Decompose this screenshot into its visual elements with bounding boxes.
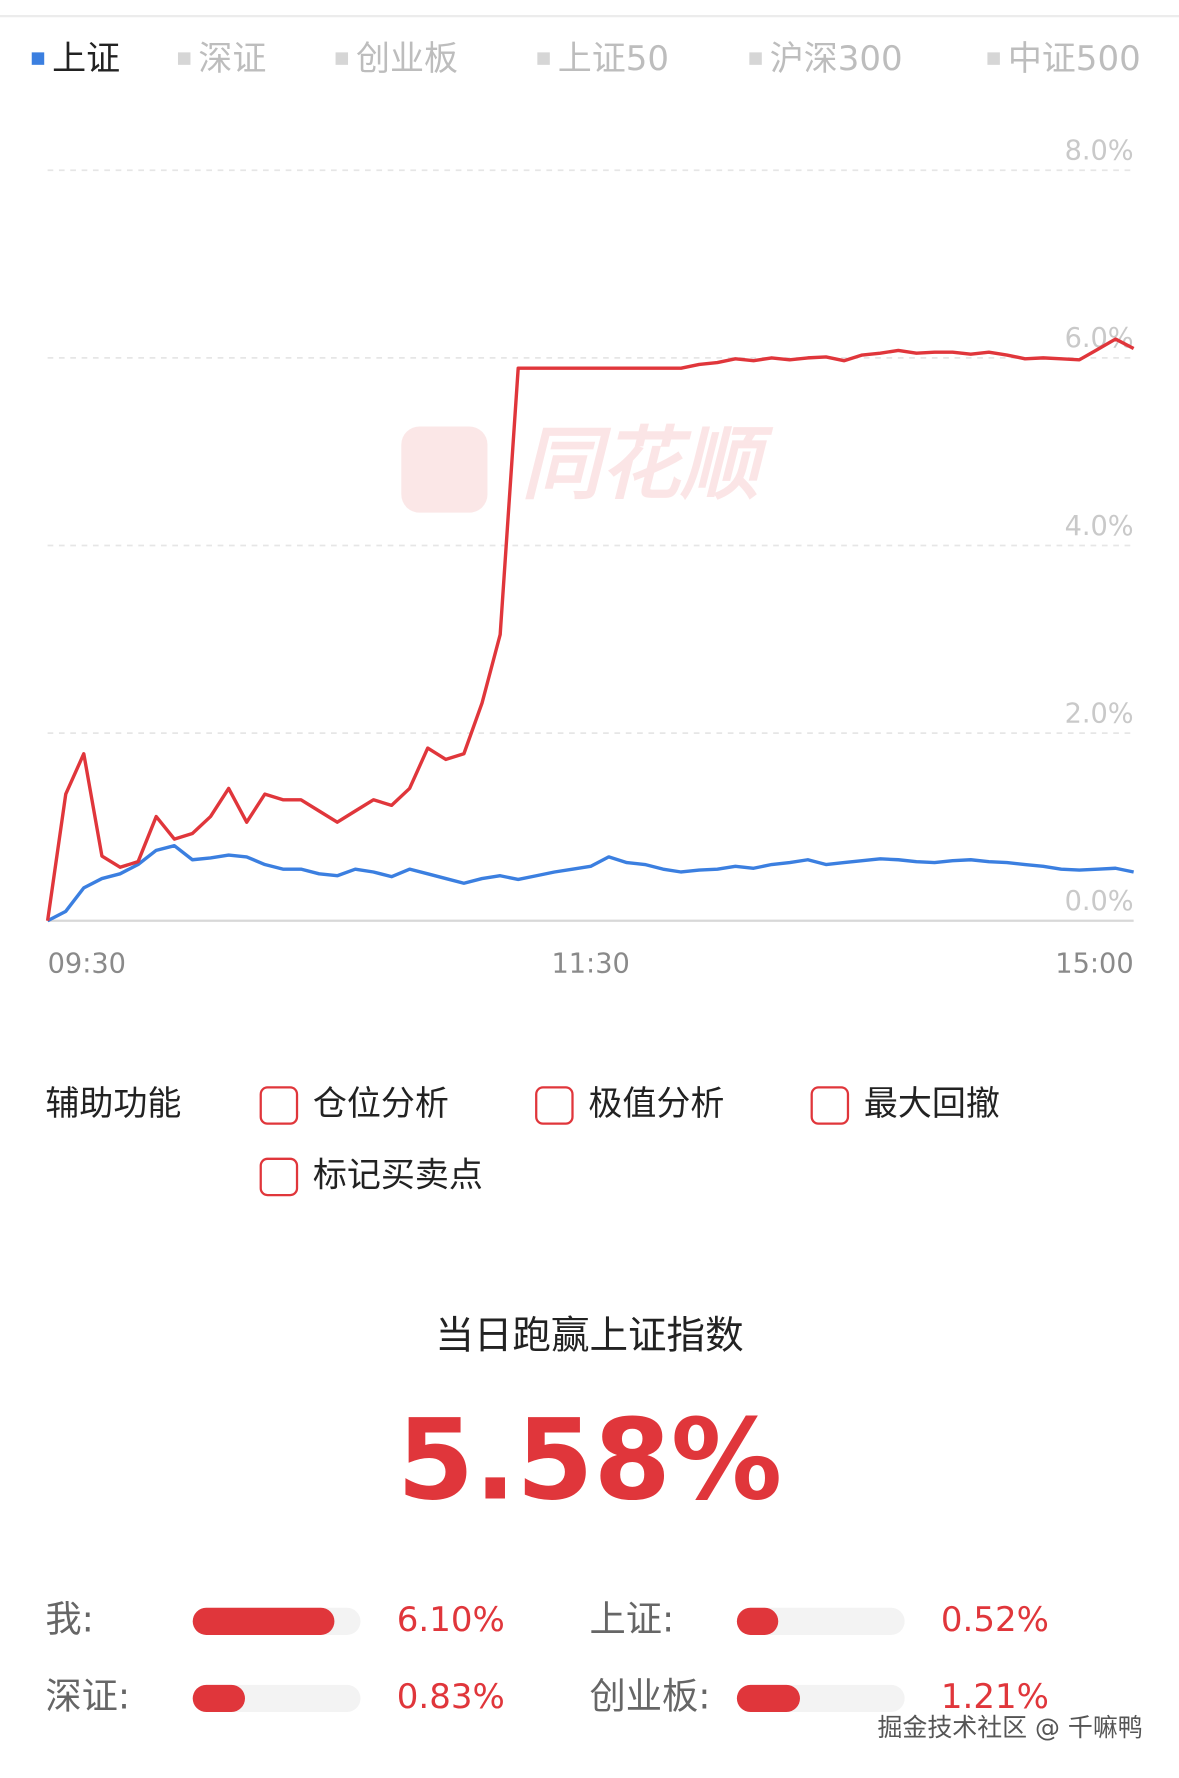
checkbox[interactable]: [259, 1086, 299, 1125]
footer-watermark: 掘金技术社区 @ 千嘛鸭: [877, 1713, 1142, 1742]
tab[interactable]: 上证: [52, 39, 120, 79]
checkbox-label[interactable]: 最大回撤: [864, 1084, 1000, 1124]
series-line: [45, 337, 1135, 921]
compare-bar: [736, 1607, 779, 1635]
x-tick-label: 11:30: [551, 948, 629, 979]
tab-marker: [537, 52, 550, 65]
tab[interactable]: 沪深300: [770, 39, 903, 79]
compare-label: 上证:: [590, 1597, 675, 1640]
y-tick-label: 4.0%: [1065, 511, 1134, 542]
compare-bar: [192, 1607, 335, 1635]
compare-label: 创业板:: [590, 1674, 711, 1717]
tab-marker: [31, 52, 45, 65]
tab[interactable]: 中证500: [1008, 39, 1141, 79]
compare-value: 0.52%: [941, 1600, 1049, 1640]
x-tick-label: 09:30: [48, 948, 126, 979]
helpers-label: 辅助功能: [45, 1084, 181, 1124]
compare-track: [736, 1607, 905, 1635]
summary-title: 当日跑赢上证指数: [435, 1313, 743, 1358]
watermark-logo: [401, 426, 488, 513]
tab-marker: [987, 52, 1000, 65]
compare-bar: [736, 1684, 800, 1713]
compare-value: 6.10%: [397, 1600, 505, 1640]
compare-value: 0.83%: [397, 1677, 505, 1717]
checkbox[interactable]: [535, 1086, 574, 1125]
tab-marker: [335, 52, 349, 65]
checkbox[interactable]: [259, 1157, 299, 1197]
series-line: [46, 843, 1134, 923]
tab-marker: [749, 52, 762, 65]
compare-label: 我:: [45, 1597, 93, 1640]
checkbox-label[interactable]: 极值分析: [588, 1084, 724, 1124]
watermark: 同花顺: [521, 418, 774, 511]
x-tick-label: 15:00: [1055, 948, 1133, 979]
checkbox[interactable]: [810, 1086, 850, 1125]
checkbox-label[interactable]: 标记买卖点: [313, 1155, 483, 1195]
compare-value: 1.21%: [941, 1677, 1049, 1717]
compare-bar: [192, 1684, 245, 1713]
checkbox-label[interactable]: 仓位分析: [313, 1084, 449, 1124]
tab[interactable]: 上证50: [558, 39, 669, 79]
y-tick-label: 0.0%: [1065, 886, 1134, 917]
tab[interactable]: 深证: [198, 39, 266, 79]
summary-value: 5.58%: [397, 1397, 782, 1526]
y-tick-label: 2.0%: [1065, 698, 1134, 729]
compare-label: 深证:: [45, 1674, 130, 1717]
y-tick-label: 8.0%: [1065, 136, 1134, 167]
tab-marker: [177, 52, 191, 65]
tab[interactable]: 创业板: [356, 39, 458, 79]
